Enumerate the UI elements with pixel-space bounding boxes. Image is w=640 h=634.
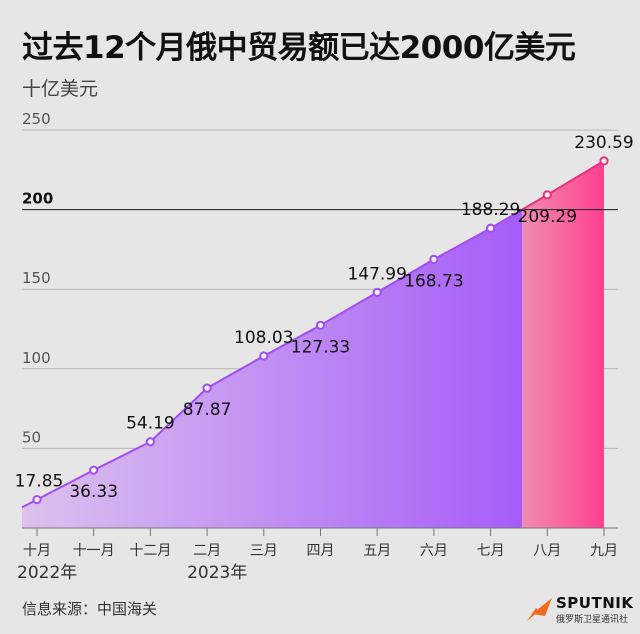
data-label-2: 54.19 <box>126 414 175 434</box>
x-tick-label-0: 十月 <box>23 543 51 559</box>
y-axis-unit: 十亿美元 <box>22 78 99 100</box>
data-point-2 <box>145 437 155 447</box>
data-source: 信息来源：中国海关 <box>22 600 158 618</box>
data-label-1: 36.33 <box>69 482 118 502</box>
data-point-1 <box>89 465 99 475</box>
data-point-6 <box>372 287 382 297</box>
y-tick-label-250: 250 <box>22 110 51 128</box>
data-point-5 <box>315 320 326 330</box>
x-tick-label-4: 三月 <box>250 543 278 559</box>
year-label-0: 2022年 <box>17 563 77 583</box>
area-below-threshold <box>22 209 523 528</box>
x-tick-label-2: 十二月 <box>129 543 171 559</box>
brand-name: SPUTNIK <box>556 594 634 612</box>
data-label-9: 209.29 <box>518 207 577 227</box>
chart-title: 过去12个月俄中贸易额已达2000亿美元 <box>22 30 576 66</box>
x-tick-label-3: 二月 <box>193 543 221 559</box>
x-tick-label-10: 九月 <box>590 543 618 559</box>
data-label-7: 168.73 <box>404 271 463 291</box>
y-tick-label-150: 150 <box>22 269 51 287</box>
y-tick-label-200: 200 <box>22 190 53 208</box>
data-point-10 <box>599 156 609 166</box>
data-point-3 <box>202 383 212 393</box>
y-tick-label-100: 100 <box>22 349 51 367</box>
data-label-0: 17.85 <box>15 472 64 492</box>
data-point-7 <box>429 254 439 264</box>
data-label-10: 230.59 <box>574 133 633 153</box>
data-label-8: 188.29 <box>461 200 520 220</box>
x-tick-label-5: 四月 <box>307 543 335 559</box>
data-point-8 <box>486 223 496 233</box>
x-tick-label-7: 六月 <box>420 543 448 559</box>
data-label-4: 108.03 <box>234 328 293 348</box>
data-label-3: 87.87 <box>183 400 232 420</box>
x-tick-label-8: 七月 <box>477 543 505 559</box>
x-tick-label-9: 八月 <box>533 543 561 559</box>
data-point-9 <box>542 190 552 200</box>
data-point-0 <box>32 494 42 505</box>
brand-subtitle: 俄罗斯卫星通讯社 <box>556 615 629 625</box>
x-tick-label-1: 十一月 <box>73 543 115 559</box>
area-above-threshold <box>522 160 604 528</box>
sputnik-logo-icon <box>527 598 552 621</box>
x-tick-label-6: 五月 <box>363 543 391 559</box>
y-tick-label-50: 50 <box>22 428 41 446</box>
sputnik-logo[interactable]: SPUTNIK 俄罗斯卫星通讯社 <box>526 594 633 626</box>
data-label-5: 127.33 <box>291 337 350 357</box>
year-label-1: 2023年 <box>187 563 247 583</box>
data-label-6: 147.99 <box>347 264 406 284</box>
data-point-4 <box>259 351 269 361</box>
